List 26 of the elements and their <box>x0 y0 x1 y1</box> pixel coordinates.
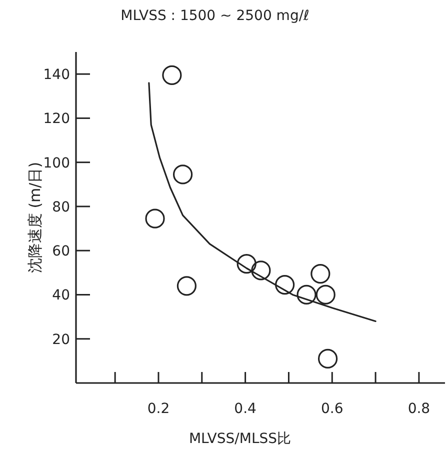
x-axis-title: MLVSS/MLSS比 <box>188 431 292 447</box>
point <box>310 264 330 284</box>
point <box>275 275 295 295</box>
point <box>172 164 193 184</box>
point <box>251 260 271 280</box>
x-tick-label: 0.8 <box>408 401 430 417</box>
point <box>296 284 316 305</box>
x-tick-label: 0.6 <box>320 401 344 417</box>
line-series <box>148 82 376 322</box>
point <box>145 208 165 228</box>
x-tick-label: 0.2 <box>147 401 170 417</box>
y-tick-label: 40 <box>52 288 70 304</box>
y-tick-label: 20 <box>52 332 70 348</box>
chart-title: MLVSS : 1500 ~ 2500 mg/ℓ <box>120 8 310 24</box>
y-tick-label: 60 <box>52 244 70 260</box>
point <box>236 254 256 274</box>
x-tick-label: 0.4 <box>234 401 257 417</box>
y-tick-label: 120 <box>43 111 70 128</box>
y-axis-title: 沈降速度 (m/日) <box>26 162 44 274</box>
y-tick-label: 80 <box>52 199 70 216</box>
y-tick-label: 100 <box>43 155 70 172</box>
point <box>316 284 336 305</box>
point <box>318 348 338 369</box>
y-tick-label: 140 <box>43 67 70 84</box>
point <box>176 276 196 296</box>
point <box>162 65 182 85</box>
